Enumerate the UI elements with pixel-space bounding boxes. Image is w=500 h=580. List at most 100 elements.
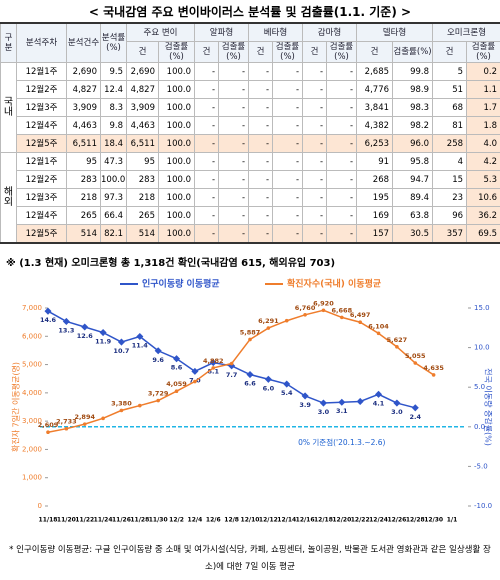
table-cell: - — [248, 62, 274, 81]
table-cell: 6,511 — [126, 134, 159, 153]
table-cell: 258 — [432, 134, 468, 153]
table-cell: 218 — [66, 188, 101, 207]
point — [209, 359, 217, 367]
table-cell: - — [248, 206, 274, 225]
header-row: 건 검출률(%) 건 검출률(%) 건 검출률(%) 건 검출률(%) 건 검출률(%) 건 검출률(… — [1, 41, 500, 63]
table-cell: 95.8 — [392, 152, 434, 171]
table-cell: 283 — [126, 170, 159, 189]
x-tick-label: 12/18 — [314, 517, 333, 524]
table-cell: 514 — [66, 224, 101, 244]
value-label: 6,760 — [295, 304, 316, 312]
y-tick-label: 4,000 — [22, 389, 42, 397]
table-cell: - — [248, 98, 274, 117]
x-tick-label: 1/1 — [447, 517, 458, 524]
sub-header: 건 — [432, 41, 468, 63]
y2-axis-label: 전국 이동량 증감률(%) — [484, 368, 494, 446]
y-tick-label: 0 — [38, 502, 42, 510]
table-cell: 98.9 — [392, 80, 434, 99]
value-label: 4,635 — [423, 364, 444, 372]
table-cell: 3,841 — [356, 98, 394, 117]
sub-header: 검출률(%) — [157, 41, 196, 63]
table-cell: - — [326, 206, 358, 225]
table-cell: - — [218, 62, 250, 81]
value-label: 7.7 — [226, 371, 238, 379]
table-row: 12월2주 283 100.0 283 100.0- - - - - -268 94.7 15 5.3 — [1, 170, 500, 189]
point — [393, 399, 401, 407]
y-tick-label: 5,000 — [22, 361, 42, 369]
sub-header: 건 — [194, 41, 220, 63]
table-body: 구분 분석주차 분석건수 분석률(%) 주요 변이 알파형 베타형 감마형 델타형 오미크론형 건 검… — [0, 22, 500, 244]
table-cell: - — [272, 134, 304, 153]
point — [193, 379, 197, 384]
point — [376, 331, 381, 336]
value-label: 2,609 — [38, 421, 59, 429]
table-cell: - — [326, 134, 358, 153]
table-cell: 100.0 — [157, 80, 196, 99]
table-cell: 268 — [356, 170, 394, 189]
table-cell: - — [326, 98, 358, 117]
column-header: 주요 변이 — [125, 22, 196, 42]
table-cell: - — [272, 62, 304, 81]
table-cell: 89.4 — [392, 188, 434, 207]
x-tick-label: 11/22 — [75, 517, 94, 524]
y-tick-label: 7,000 — [22, 304, 42, 312]
point — [211, 366, 216, 370]
table-cell: 8.3 — [100, 98, 127, 117]
point — [138, 403, 142, 408]
point — [283, 380, 291, 388]
table-cell: - — [326, 188, 358, 207]
table-cell: 98.2 — [392, 116, 434, 135]
table-cell: - — [272, 224, 304, 244]
table-cell: 91 — [356, 152, 394, 171]
table-cell: 100.0 — [157, 152, 196, 171]
y-tick-label: 3,000 — [22, 417, 42, 425]
y-axis-label: 확진자 7일간 이동평균(명) — [11, 362, 21, 452]
point — [319, 399, 327, 407]
table-cell: - — [302, 80, 328, 99]
table-cell: 4 — [432, 152, 468, 171]
x-tick-label: 12/20 — [332, 517, 351, 524]
table-cell: 30.5 — [392, 224, 434, 244]
table-cell: - — [248, 134, 274, 153]
table-cell: - — [194, 152, 220, 171]
table-row: 12월3주 218 97.3 218 100.0- - - - - -195 89.4 23 10.6 — [1, 188, 500, 207]
x-tick-label: 12/16 — [296, 517, 315, 524]
table-cell: - — [302, 188, 328, 207]
sub-header: 검출률(%) — [326, 41, 358, 63]
point — [101, 416, 105, 421]
x-tick-label: 12/14 — [277, 517, 296, 524]
point — [64, 426, 69, 431]
value-label: 3.1 — [336, 407, 348, 415]
table-cell: 4,463 — [126, 116, 159, 135]
table-cell: 100.0 — [157, 116, 196, 135]
value-label: 8.6 — [171, 364, 183, 372]
table-cell: - — [218, 170, 250, 189]
table-cell: 12월1주 — [16, 152, 67, 171]
group-label: 해외 — [0, 152, 17, 244]
table-cell: 157 — [356, 224, 394, 244]
table-cell: 283 — [66, 170, 101, 189]
point — [81, 323, 89, 331]
x-tick-label: 12/22 — [351, 517, 370, 524]
point — [191, 367, 199, 375]
point — [156, 398, 160, 403]
point — [284, 318, 289, 323]
point — [248, 337, 252, 342]
point — [356, 397, 364, 405]
table-cell: 2,685 — [356, 62, 394, 81]
x-tick-label: 11/30 — [149, 517, 168, 524]
point — [264, 375, 272, 383]
chart: 0 1,000 2,000 3,000 4,000 5,000 6,000 7,000 -10.… — [11, 278, 494, 524]
series-line — [47, 309, 435, 433]
value-label: 3,380 — [111, 399, 132, 407]
point — [303, 312, 307, 317]
table-cell: - — [326, 224, 358, 244]
value-label: 5.4 — [281, 389, 293, 397]
table-cell: - — [326, 116, 358, 135]
table-cell: - — [218, 98, 250, 117]
value-label: 11.9 — [95, 338, 112, 346]
column-header: 분석률(%) — [100, 22, 127, 63]
table-cell: 2,690 — [66, 62, 101, 81]
point — [173, 355, 181, 363]
value-label: 12.6 — [77, 332, 94, 340]
